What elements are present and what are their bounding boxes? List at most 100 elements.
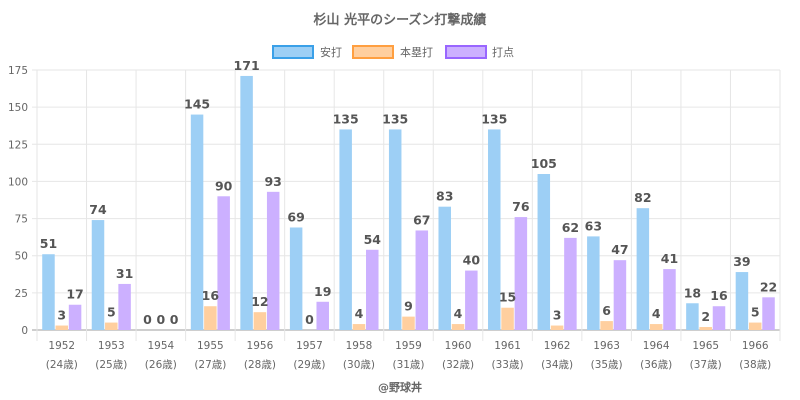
legend-label-1: 本塁打 (400, 45, 433, 59)
bar-rbi (514, 217, 528, 330)
y-tick-label: 25 (15, 288, 28, 300)
x-tick-label: 1955 (197, 340, 224, 352)
legend-swatch-1 (352, 45, 394, 59)
data-label: 90 (215, 178, 233, 193)
data-label: 54 (364, 232, 382, 247)
data-label: 93 (264, 174, 281, 189)
x-tick-sublabel: (29歳) (293, 359, 325, 371)
data-label: 47 (611, 242, 628, 257)
x-tick-label: 1960 (445, 340, 472, 352)
y-tick-label: 50 (15, 251, 28, 263)
bars (42, 75, 775, 330)
x-tick-sublabel: (34歳) (541, 359, 573, 371)
bar-hits (339, 129, 352, 330)
bar-homeruns (649, 324, 663, 330)
bar-rbi (366, 249, 379, 330)
data-label: 39 (733, 254, 750, 269)
data-label: 0 (170, 312, 179, 327)
data-label: 51 (40, 236, 57, 251)
bar-hits (587, 236, 600, 330)
bar-rbi (613, 260, 627, 330)
data-label: 41 (661, 251, 678, 266)
data-label: 67 (413, 212, 430, 227)
bar-homeruns (105, 322, 118, 330)
data-label: 105 (531, 156, 557, 171)
data-label: 74 (89, 202, 107, 217)
legend-swatch-2 (445, 45, 487, 59)
x-tick-sublabel: (37歳) (690, 359, 722, 371)
x-tick-label: 1959 (395, 340, 422, 352)
data-label: 76 (512, 199, 530, 214)
x-tick-label: 1958 (346, 340, 373, 352)
data-label: 18 (684, 285, 701, 300)
bar-hits (388, 129, 402, 330)
data-label: 82 (634, 190, 651, 205)
bar-rbi (68, 304, 82, 330)
data-label: 3 (553, 308, 562, 323)
bar-hits (488, 129, 501, 330)
data-label: 135 (333, 111, 359, 126)
x-tick-label: 1966 (742, 340, 769, 352)
bar-homeruns (402, 316, 415, 330)
bar-rbi (415, 230, 429, 330)
data-label: 22 (760, 279, 777, 294)
data-label: 135 (382, 111, 408, 126)
bar-rbi (118, 283, 131, 330)
bar-homeruns (352, 324, 366, 330)
bar-rbi (564, 237, 577, 330)
x-tick-sublabel: (27歳) (194, 359, 226, 371)
x-tick-sublabel: (30歳) (343, 359, 375, 371)
data-label: 16 (202, 288, 220, 303)
x-tick-label: 1964 (643, 340, 670, 352)
data-label: 17 (66, 287, 83, 302)
legend-swatch-0 (272, 45, 314, 59)
footer-credit: @野球丼 (378, 380, 422, 394)
data-label: 63 (585, 218, 602, 233)
bar-rbi (217, 196, 230, 330)
x-tick-label: 1953 (98, 340, 125, 352)
x-tick-label: 1961 (494, 340, 521, 352)
data-label: 135 (481, 111, 507, 126)
bar-homeruns (550, 325, 564, 330)
x-tick-sublabel: (25歳) (95, 359, 127, 371)
bar-hits (438, 206, 451, 330)
grid (32, 69, 781, 341)
x-tick-sublabel: (26歳) (145, 359, 177, 371)
x-tick-label: 1952 (48, 340, 75, 352)
y-tick-label: 175 (8, 65, 28, 77)
data-label: 9 (404, 299, 413, 314)
data-label: 0 (305, 312, 314, 327)
bar-homeruns (748, 322, 762, 330)
bar-homeruns (204, 306, 217, 330)
x-tick-label: 1954 (147, 340, 174, 352)
y-tick-label: 75 (15, 214, 28, 226)
data-label: 4 (454, 306, 463, 321)
data-label: 5 (751, 305, 760, 320)
data-label: 4 (355, 306, 364, 321)
data-label: 40 (463, 253, 481, 268)
data-label: 5 (107, 305, 116, 320)
data-label: 6 (602, 303, 611, 318)
data-label: 171 (234, 58, 260, 73)
x-tick-label: 1956 (247, 340, 274, 352)
data-label: 4 (652, 306, 661, 321)
x-tick-sublabel: (35歳) (591, 359, 623, 371)
bar-rbi (663, 269, 676, 330)
data-label: 62 (562, 220, 579, 235)
y-tick-label: 100 (8, 176, 28, 188)
y-tick-label: 0 (21, 325, 28, 337)
x-tick-sublabel: (33歳) (492, 359, 524, 371)
bar-hits (735, 272, 749, 330)
bar-hits (636, 208, 650, 330)
bar-homeruns (253, 312, 267, 330)
x-tick-label: 1965 (692, 340, 719, 352)
data-label: 3 (57, 308, 66, 323)
data-label: 2 (701, 309, 710, 324)
x-axis: 1952 (24歳) 1953 (25歳) 1954 (26歳) 1955 (27歳) 1956… (46, 340, 772, 371)
bar-rbi (762, 297, 775, 330)
chart-title: 杉山 光平のシーズン打撃成績 (314, 12, 487, 28)
data-label: 69 (287, 209, 304, 224)
bar-homeruns (451, 324, 465, 330)
legend: 安打 本塁打 打点 (272, 45, 514, 59)
